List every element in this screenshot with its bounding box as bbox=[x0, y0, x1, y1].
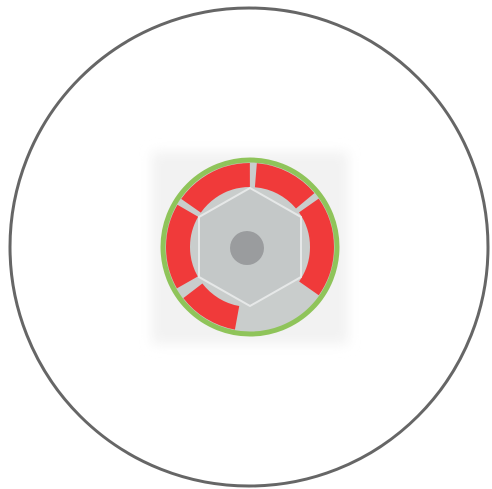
center-dot bbox=[230, 231, 264, 265]
red-segments bbox=[166, 163, 334, 331]
